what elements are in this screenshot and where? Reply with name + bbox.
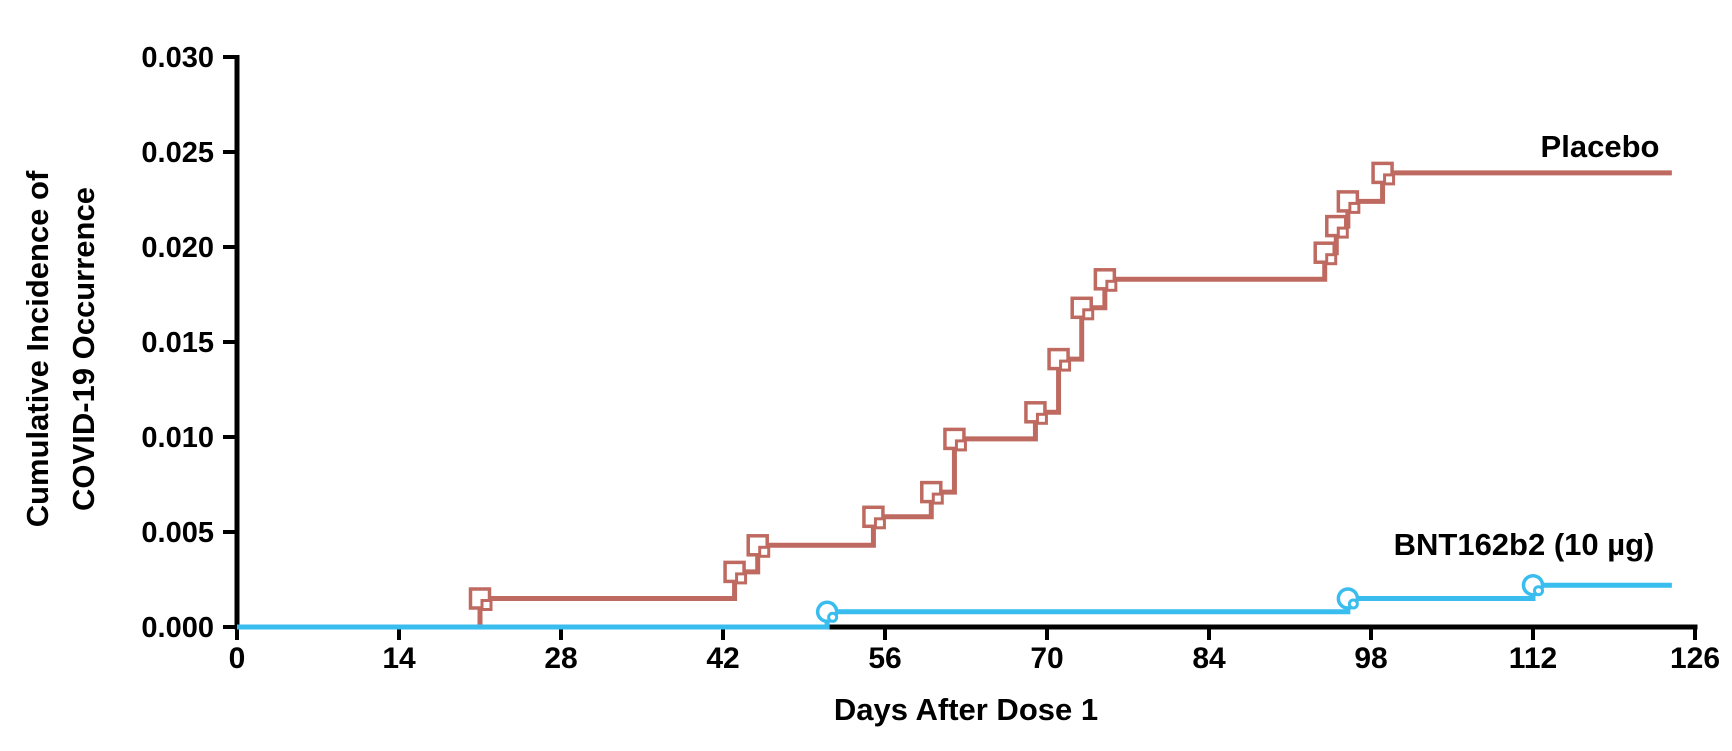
event-marker-circle-small xyxy=(1533,585,1544,597)
series-markers-bnt162b2 xyxy=(815,573,1545,624)
y-tick-label-0.005: 0.005 xyxy=(141,517,214,549)
event-marker-square-small xyxy=(1348,201,1361,214)
y-tick-label-0.000: 0.000 xyxy=(141,612,214,644)
event-marker-square-small xyxy=(1336,226,1349,239)
event-marker-square-small xyxy=(873,517,886,530)
y-tick-label-0.030: 0.030 xyxy=(141,42,214,74)
event-marker-square-small xyxy=(1059,359,1072,372)
y-axis-title: Cumulative Incidence of COVID-19 Occurre… xyxy=(15,171,107,528)
x-tick-label-98: 98 xyxy=(1354,642,1387,675)
event-marker-square-small xyxy=(1325,253,1338,266)
event-marker-square-small xyxy=(1082,308,1095,321)
x-tick-label-70: 70 xyxy=(1030,642,1063,675)
series-label-placebo: Placebo xyxy=(1540,129,1660,164)
x-tick-label-14: 14 xyxy=(382,642,416,675)
x-tick-label-112: 112 xyxy=(1509,642,1557,675)
y-axis-title-line-1: Cumulative Incidence of xyxy=(20,170,55,528)
event-marker-square-small xyxy=(735,572,748,585)
event-marker-circle-small xyxy=(1347,598,1359,610)
event-marker-square-small xyxy=(1105,279,1118,292)
x-tick-label-56: 56 xyxy=(868,642,901,675)
event-marker-square-small xyxy=(954,439,967,452)
tick-label-layer: 0 14 28 42 56 70 84 98 112 126 0.000 0.005 0.010 0.01… xyxy=(141,42,1720,675)
x-tick-label-0: 0 xyxy=(229,642,246,675)
y-tick-label-0.010: 0.010 xyxy=(141,422,214,454)
series-markers-placebo xyxy=(468,161,1396,611)
event-marker-square-small xyxy=(480,599,493,611)
event-marker-circle-small xyxy=(827,611,839,623)
y-axis-title-line-2: COVID-19 Occurrence xyxy=(66,187,101,511)
x-tick-label-84: 84 xyxy=(1192,642,1226,675)
event-marker-square-small xyxy=(1035,412,1048,425)
y-tick-label-0.025: 0.025 xyxy=(141,137,214,169)
event-marker-square-small xyxy=(758,545,771,558)
event-marker-square-small xyxy=(1383,173,1396,186)
x-axis-title: Days After Dose 1 xyxy=(833,692,1099,727)
y-tick-label-0.015: 0.015 xyxy=(141,327,214,359)
x-tick-label-126: 126 xyxy=(1670,642,1720,675)
event-marker-square-small xyxy=(931,492,944,505)
series-line-bnt162b2 xyxy=(237,582,1672,630)
series-layer xyxy=(237,161,1672,630)
x-tick-label-42: 42 xyxy=(706,642,739,675)
series-label-bnt162b2: BNT162b2 (10 µg) xyxy=(1393,527,1655,562)
y-tick-label-0.020: 0.020 xyxy=(141,232,214,264)
x-tick-label-28: 28 xyxy=(544,642,577,675)
